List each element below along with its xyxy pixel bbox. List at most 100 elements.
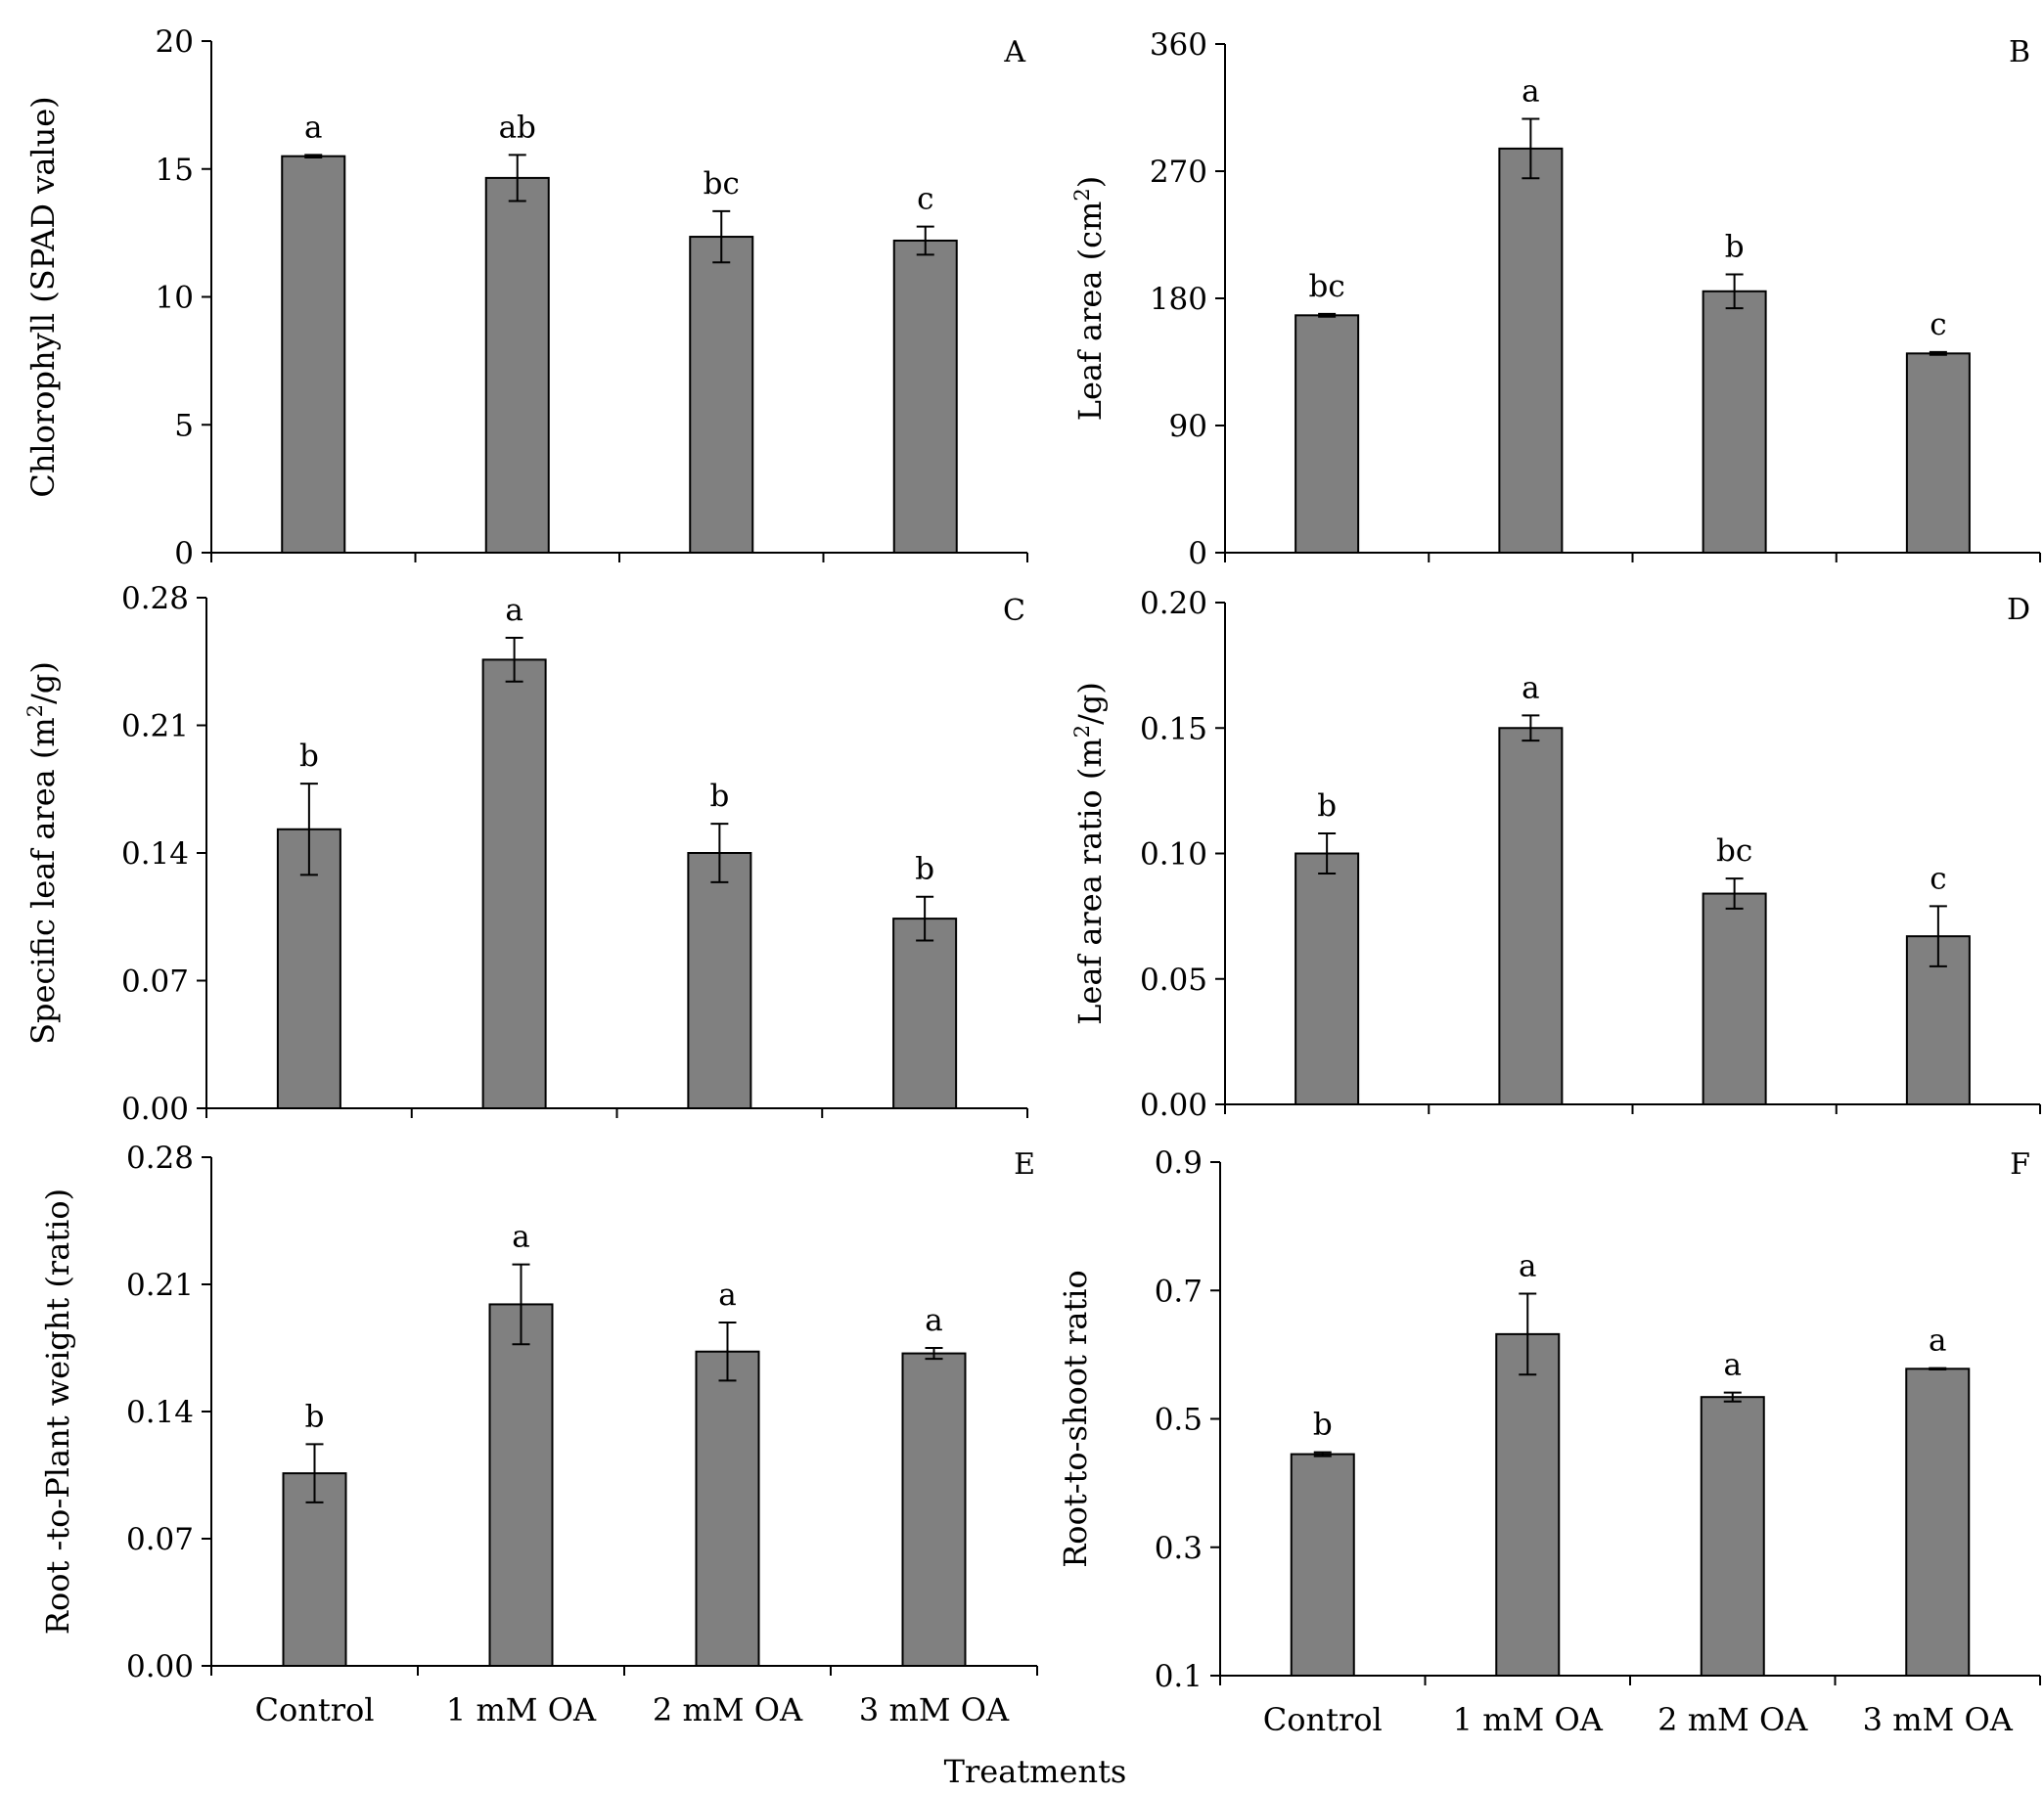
bar (892, 239, 958, 554)
category-label: 2 mM OA (653, 1691, 803, 1728)
y-tick-label: 0.21 (121, 709, 189, 744)
panel-letter: C (1003, 594, 1025, 628)
error-bar (1318, 312, 1337, 318)
y-tick-label: 0.00 (126, 1649, 194, 1684)
bar (1290, 1453, 1355, 1677)
y-tick-label: 0.1 (1155, 1659, 1203, 1694)
error-bar (925, 1347, 943, 1361)
bar (1295, 852, 1360, 1105)
bar (281, 155, 346, 555)
error-bar (1522, 714, 1540, 742)
bar (687, 852, 752, 1109)
significance-label: c (1930, 861, 1946, 896)
significance-label: ab (499, 110, 536, 145)
error-bar (505, 637, 523, 683)
y-tick-label: 360 (1150, 27, 1207, 63)
bar (488, 1303, 554, 1668)
error-bar (508, 154, 526, 202)
y-tick-label: 0.07 (126, 1522, 194, 1557)
y-axis-title: Specific leaf area (m2/g) (23, 661, 62, 1045)
significance-label: a (1522, 670, 1539, 705)
significance-label: a (505, 593, 522, 628)
significance-label: a (925, 1303, 942, 1338)
error-bar (1929, 1367, 1947, 1370)
error-bar (718, 1322, 737, 1382)
error-bar (916, 225, 934, 256)
error-bar (305, 1443, 324, 1503)
error-bar (710, 823, 729, 883)
significance-label: a (304, 110, 322, 145)
category-label: 3 mM OA (1863, 1701, 2014, 1738)
bar (481, 658, 547, 1110)
significance-label: a (1724, 1348, 1742, 1383)
bar (1498, 147, 1564, 554)
bar (282, 1472, 347, 1667)
y-tick-label: 0.20 (1140, 586, 1207, 621)
y-tick-label: 90 (1169, 409, 1207, 444)
error-bar (1519, 1292, 1537, 1376)
error-bar (1725, 273, 1744, 310)
y-tick-label: 15 (156, 153, 194, 188)
bar (892, 918, 958, 1109)
error-bar (512, 1263, 530, 1346)
y-tick-label: 0.21 (126, 1268, 194, 1303)
significance-label: a (512, 1220, 529, 1255)
y-tick-label: 0.9 (1155, 1145, 1203, 1181)
bar (689, 236, 754, 555)
y-axis-title: Leaf area (cm2) (1070, 176, 1109, 421)
panel-letter: F (2010, 1147, 2030, 1182)
y-tick-label: 0.10 (1140, 837, 1207, 873)
significance-label: b (299, 739, 319, 774)
bar (1495, 1332, 1561, 1677)
significance-label: a (1519, 1249, 1536, 1284)
error-bar (712, 209, 731, 264)
y-tick-label: 0.28 (126, 1141, 194, 1176)
bar (1905, 352, 1971, 555)
panel-letter: E (1014, 1147, 1035, 1182)
error-bar (1929, 905, 1947, 967)
error-bar (916, 895, 934, 942)
y-tick-label: 0.05 (1140, 963, 1207, 998)
y-axis-title: Leaf area ratio (m2/g) (1070, 682, 1109, 1025)
error-bar (1723, 1391, 1742, 1403)
category-label: 1 mM OA (1453, 1701, 1604, 1738)
chart-panel-a: 0 5 10 15 20 a ab bc c A Chlorophyll (SPAD value) (24, 24, 1028, 571)
y-tick-label: 0.28 (121, 581, 189, 616)
y-tick-label: 0 (1188, 536, 1207, 571)
y-tick-label: 0.14 (126, 1395, 194, 1430)
significance-label: b (1317, 788, 1337, 824)
panel-letter: D (2007, 593, 2030, 627)
y-axis-title: Chlorophyll (SPAD value) (24, 96, 62, 497)
y-tick-label: 0 (174, 536, 194, 571)
bar (1700, 1396, 1765, 1677)
error-bar (304, 154, 323, 158)
panel-letter: B (2009, 35, 2030, 69)
y-axis-title: Root -to-Plant weight (ratio) (39, 1189, 76, 1635)
y-tick-label: 5 (174, 408, 194, 443)
y-tick-label: 0.07 (121, 964, 189, 1000)
y-tick-label: 10 (156, 281, 194, 316)
bar (1295, 314, 1360, 555)
bar (695, 1350, 760, 1667)
y-tick-label: 0.00 (1140, 1088, 1207, 1123)
bar (484, 176, 550, 554)
y-tick-label: 20 (156, 24, 194, 60)
chart-panel-f: 0.1 0.3 0.5 0.7 0.9 b Control a 1 mM OA a 2 mM OA a… (1057, 1145, 2041, 1738)
significance-label: bc (704, 166, 740, 202)
significance-label: c (1930, 307, 1946, 342)
significance-label: b (915, 852, 934, 887)
significance-label: bc (1716, 833, 1752, 869)
x-axis-title: Treatments (944, 1753, 1127, 1790)
significance-label: b (305, 1399, 325, 1434)
category-label: Control (1263, 1701, 1383, 1738)
significance-label: a (1929, 1323, 1946, 1359)
y-tick-label: 0.5 (1155, 1403, 1203, 1438)
category-label: 3 mM OA (859, 1691, 1010, 1728)
significance-label: b (1313, 1408, 1333, 1443)
category-label: 1 mM OA (446, 1691, 597, 1728)
y-axis-title: Root-to-shoot ratio (1057, 1270, 1094, 1568)
significance-label: a (718, 1278, 736, 1313)
category-label: 2 mM OA (1658, 1701, 1808, 1738)
